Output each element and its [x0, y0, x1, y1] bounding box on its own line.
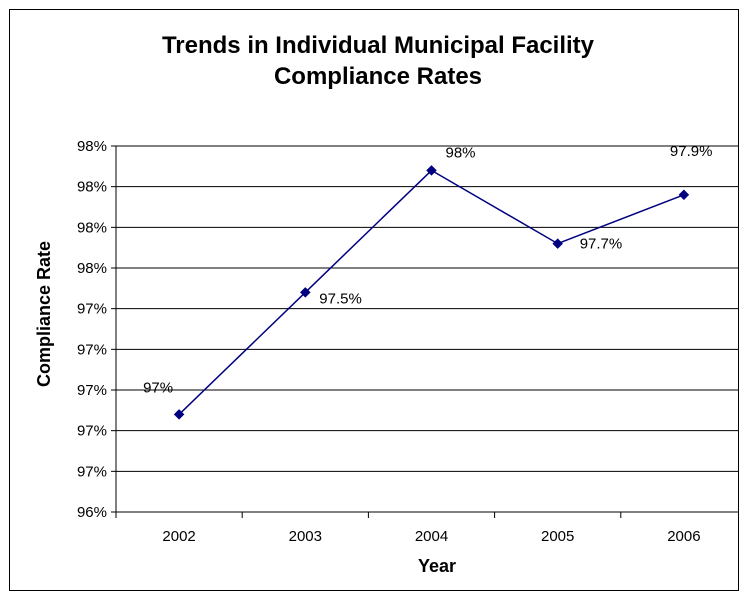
series-line: [178, 169, 685, 415]
y-axis-ticks: 96% 97% 97% 97% 97% 97% 98% 98% 98% 98%: [77, 138, 116, 521]
x-tick-label: 2005: [541, 528, 574, 545]
chart-frame: Trends in Individual Municipal Facility …: [9, 9, 748, 591]
x-tick-label: 2004: [415, 528, 448, 545]
y-tick-label: 98%: [77, 219, 107, 236]
series-compliance-rate: [173, 165, 690, 420]
data-label-2006: 97.9%: [670, 143, 713, 160]
x-axis-title: Year: [418, 556, 456, 576]
x-tick-label: 2006: [667, 528, 700, 545]
x-tick-label: 2002: [162, 528, 195, 545]
data-point-2002: [173, 409, 185, 420]
x-axis-ticks: 2002 2003 2004 2005 2006: [115, 512, 748, 545]
y-tick-label: 97%: [77, 382, 107, 399]
line-chart: Trends in Individual Municipal Facility …: [34, 32, 748, 576]
y-axis-title: Compliance Rate: [34, 241, 54, 387]
y-tick-label: 97%: [77, 301, 107, 318]
chart-title-line-1: Trends in Individual Municipal Facility: [162, 32, 595, 59]
gridlines: [115, 145, 747, 513]
data-label-2005: 97.7%: [580, 236, 623, 253]
data-point-2003: [299, 287, 311, 298]
x-tick-label: 2003: [289, 528, 322, 545]
data-label-2002: 97%: [143, 379, 173, 396]
data-point-2004: [426, 165, 437, 176]
data-point-2005: [552, 238, 564, 249]
y-tick-label: 97%: [77, 423, 107, 440]
data-label-2003: 97.5%: [319, 290, 362, 307]
y-tick-label: 97%: [77, 463, 107, 480]
data-label-2004: 98%: [446, 144, 476, 161]
data-labels: 97% 97.5% 98% 97.7% 97.9%: [143, 143, 712, 397]
y-tick-label: 96%: [77, 504, 107, 521]
y-tick-label: 98%: [77, 179, 107, 196]
y-tick-label: 98%: [77, 138, 107, 155]
y-tick-label: 98%: [77, 260, 107, 277]
data-point-2006: [678, 189, 690, 201]
chart-title-line-2: Compliance Rates: [274, 63, 482, 90]
y-tick-label: 97%: [77, 341, 107, 358]
